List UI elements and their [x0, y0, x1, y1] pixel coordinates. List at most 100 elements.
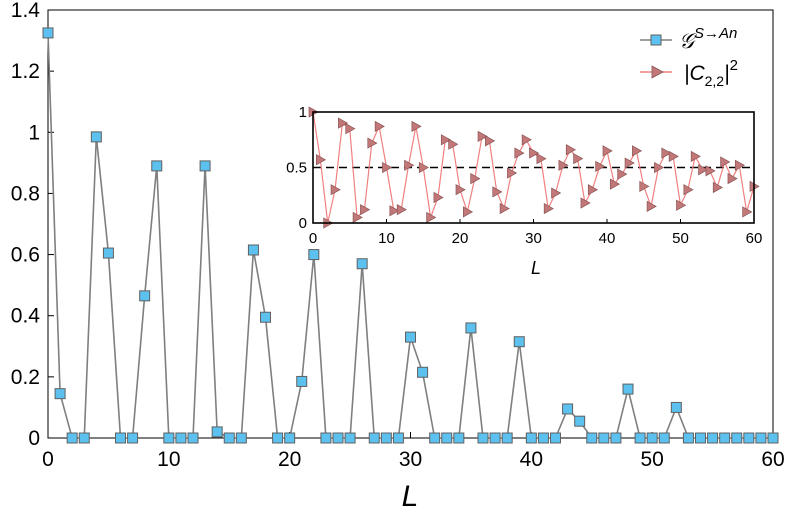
main-series	[42, 27, 779, 444]
main-x-tick-label: 50	[640, 448, 663, 471]
legend-label-series-2-sup: 2	[730, 57, 738, 74]
inset-data-point	[404, 159, 415, 171]
main-data-point	[42, 27, 54, 39]
legend-marker-series-2	[651, 65, 664, 79]
inset-axes: 0 10 20 30 40 50 60 00.51 L	[286, 104, 762, 278]
main-data-point	[429, 432, 441, 444]
inset-data-point	[396, 204, 407, 216]
legend-marker-series-1	[650, 34, 662, 46]
inset-data-point	[705, 165, 716, 177]
main-data-point	[356, 258, 368, 270]
inset-data-point	[521, 134, 532, 146]
main-data-point	[719, 432, 731, 444]
main-data-point	[489, 432, 501, 444]
main-x-axis-label: L	[402, 480, 419, 512]
inset-y-tick-label: 0.5	[286, 160, 307, 177]
inset-y-ticks: 00.51	[286, 104, 317, 232]
inset-data-point	[470, 173, 481, 185]
main-data-point	[622, 383, 634, 395]
main-data-point	[405, 331, 416, 343]
inset-data-point	[514, 147, 525, 159]
inset-data-point	[477, 130, 488, 143]
inset-data-point	[676, 199, 687, 211]
main-data-point	[525, 432, 537, 444]
main-data-point	[78, 432, 90, 444]
main-data-point	[380, 432, 392, 444]
main-data-point	[695, 432, 706, 444]
inset-x-axis-label: L	[531, 258, 541, 278]
main-data-point	[211, 426, 223, 438]
main-data-point	[163, 432, 175, 444]
main-series-line	[47, 32, 773, 439]
inset-data-point	[602, 145, 613, 157]
main-data-point	[658, 432, 670, 444]
main-data-point	[634, 432, 646, 444]
main-data-point	[368, 432, 380, 444]
main-data-point	[235, 432, 247, 444]
legend-label-series-1: 𝒢S→An	[679, 25, 737, 53]
main-y-tick-label: 0.6	[11, 244, 40, 267]
inset-data-point	[565, 144, 576, 156]
inset-x-tick-label: 20	[452, 230, 469, 247]
inset-data-point	[595, 160, 606, 172]
inset-data-point	[734, 159, 746, 171]
main-data-point	[682, 432, 694, 444]
inset-data-point	[683, 184, 694, 196]
inset-x-tick-label: 10	[378, 230, 395, 247]
inset-data-point	[617, 168, 628, 180]
main-data-point	[477, 432, 489, 444]
inset-x-tick-label: 30	[525, 230, 542, 247]
main-data-point	[54, 388, 66, 400]
main-data-point	[102, 247, 114, 259]
main-data-point	[767, 432, 779, 444]
inset-x-tick-label: 60	[746, 230, 763, 247]
main-data-point	[465, 322, 477, 334]
main-y-tick-label: 0	[28, 427, 40, 450]
inset-data-point	[573, 153, 584, 165]
main-data-point	[646, 432, 658, 444]
main-data-point	[296, 375, 308, 387]
inset-data-point	[639, 180, 650, 192]
main-y-tick-label: 1	[28, 121, 40, 144]
main-x-tick-label: 10	[157, 448, 180, 471]
inset-data-point	[654, 161, 665, 174]
main-data-point	[755, 432, 767, 444]
legend-label-series-1-base: 𝒢	[679, 30, 697, 53]
main-data-point	[308, 249, 320, 261]
main-data-point	[90, 131, 102, 143]
legend-label-series-2: |C2,2|2	[684, 57, 738, 89]
main-y-tick-label: 0.2	[11, 366, 40, 389]
inset-series	[308, 106, 760, 229]
inset-data-point	[455, 184, 466, 196]
inset-x-tick-label: 50	[672, 230, 689, 247]
inset-data-point	[632, 145, 643, 157]
main-data-point	[670, 401, 682, 413]
inset-data-point	[492, 186, 503, 198]
inset-data-point	[661, 147, 672, 159]
main-data-point	[223, 432, 235, 444]
inset-data-point	[536, 153, 547, 165]
main-data-point	[151, 160, 163, 172]
inset-y-tick-label: 0	[299, 215, 307, 232]
main-data-point	[247, 244, 259, 256]
legend-label-series-2-close: |	[724, 62, 729, 85]
main-y-tick-label: 1.4	[11, 0, 41, 22]
main-data-point	[66, 432, 78, 444]
inset-data-point	[507, 167, 518, 179]
inset-data-point	[698, 164, 709, 176]
main-data-point	[392, 432, 404, 444]
inset-data-point	[543, 202, 554, 215]
main-data-point	[199, 160, 211, 172]
inset-data-point	[727, 173, 738, 185]
main-data-point	[272, 432, 284, 444]
inset-data-point	[609, 178, 621, 190]
main-data-point	[550, 432, 561, 444]
inset-data-point	[463, 206, 474, 218]
main-data-point	[187, 432, 199, 444]
inset-data-point	[418, 161, 429, 174]
main-data-point	[513, 336, 525, 348]
inset-data-point	[316, 154, 327, 166]
main-data-point	[417, 366, 429, 378]
main-x-tick-label: 60	[761, 448, 784, 471]
